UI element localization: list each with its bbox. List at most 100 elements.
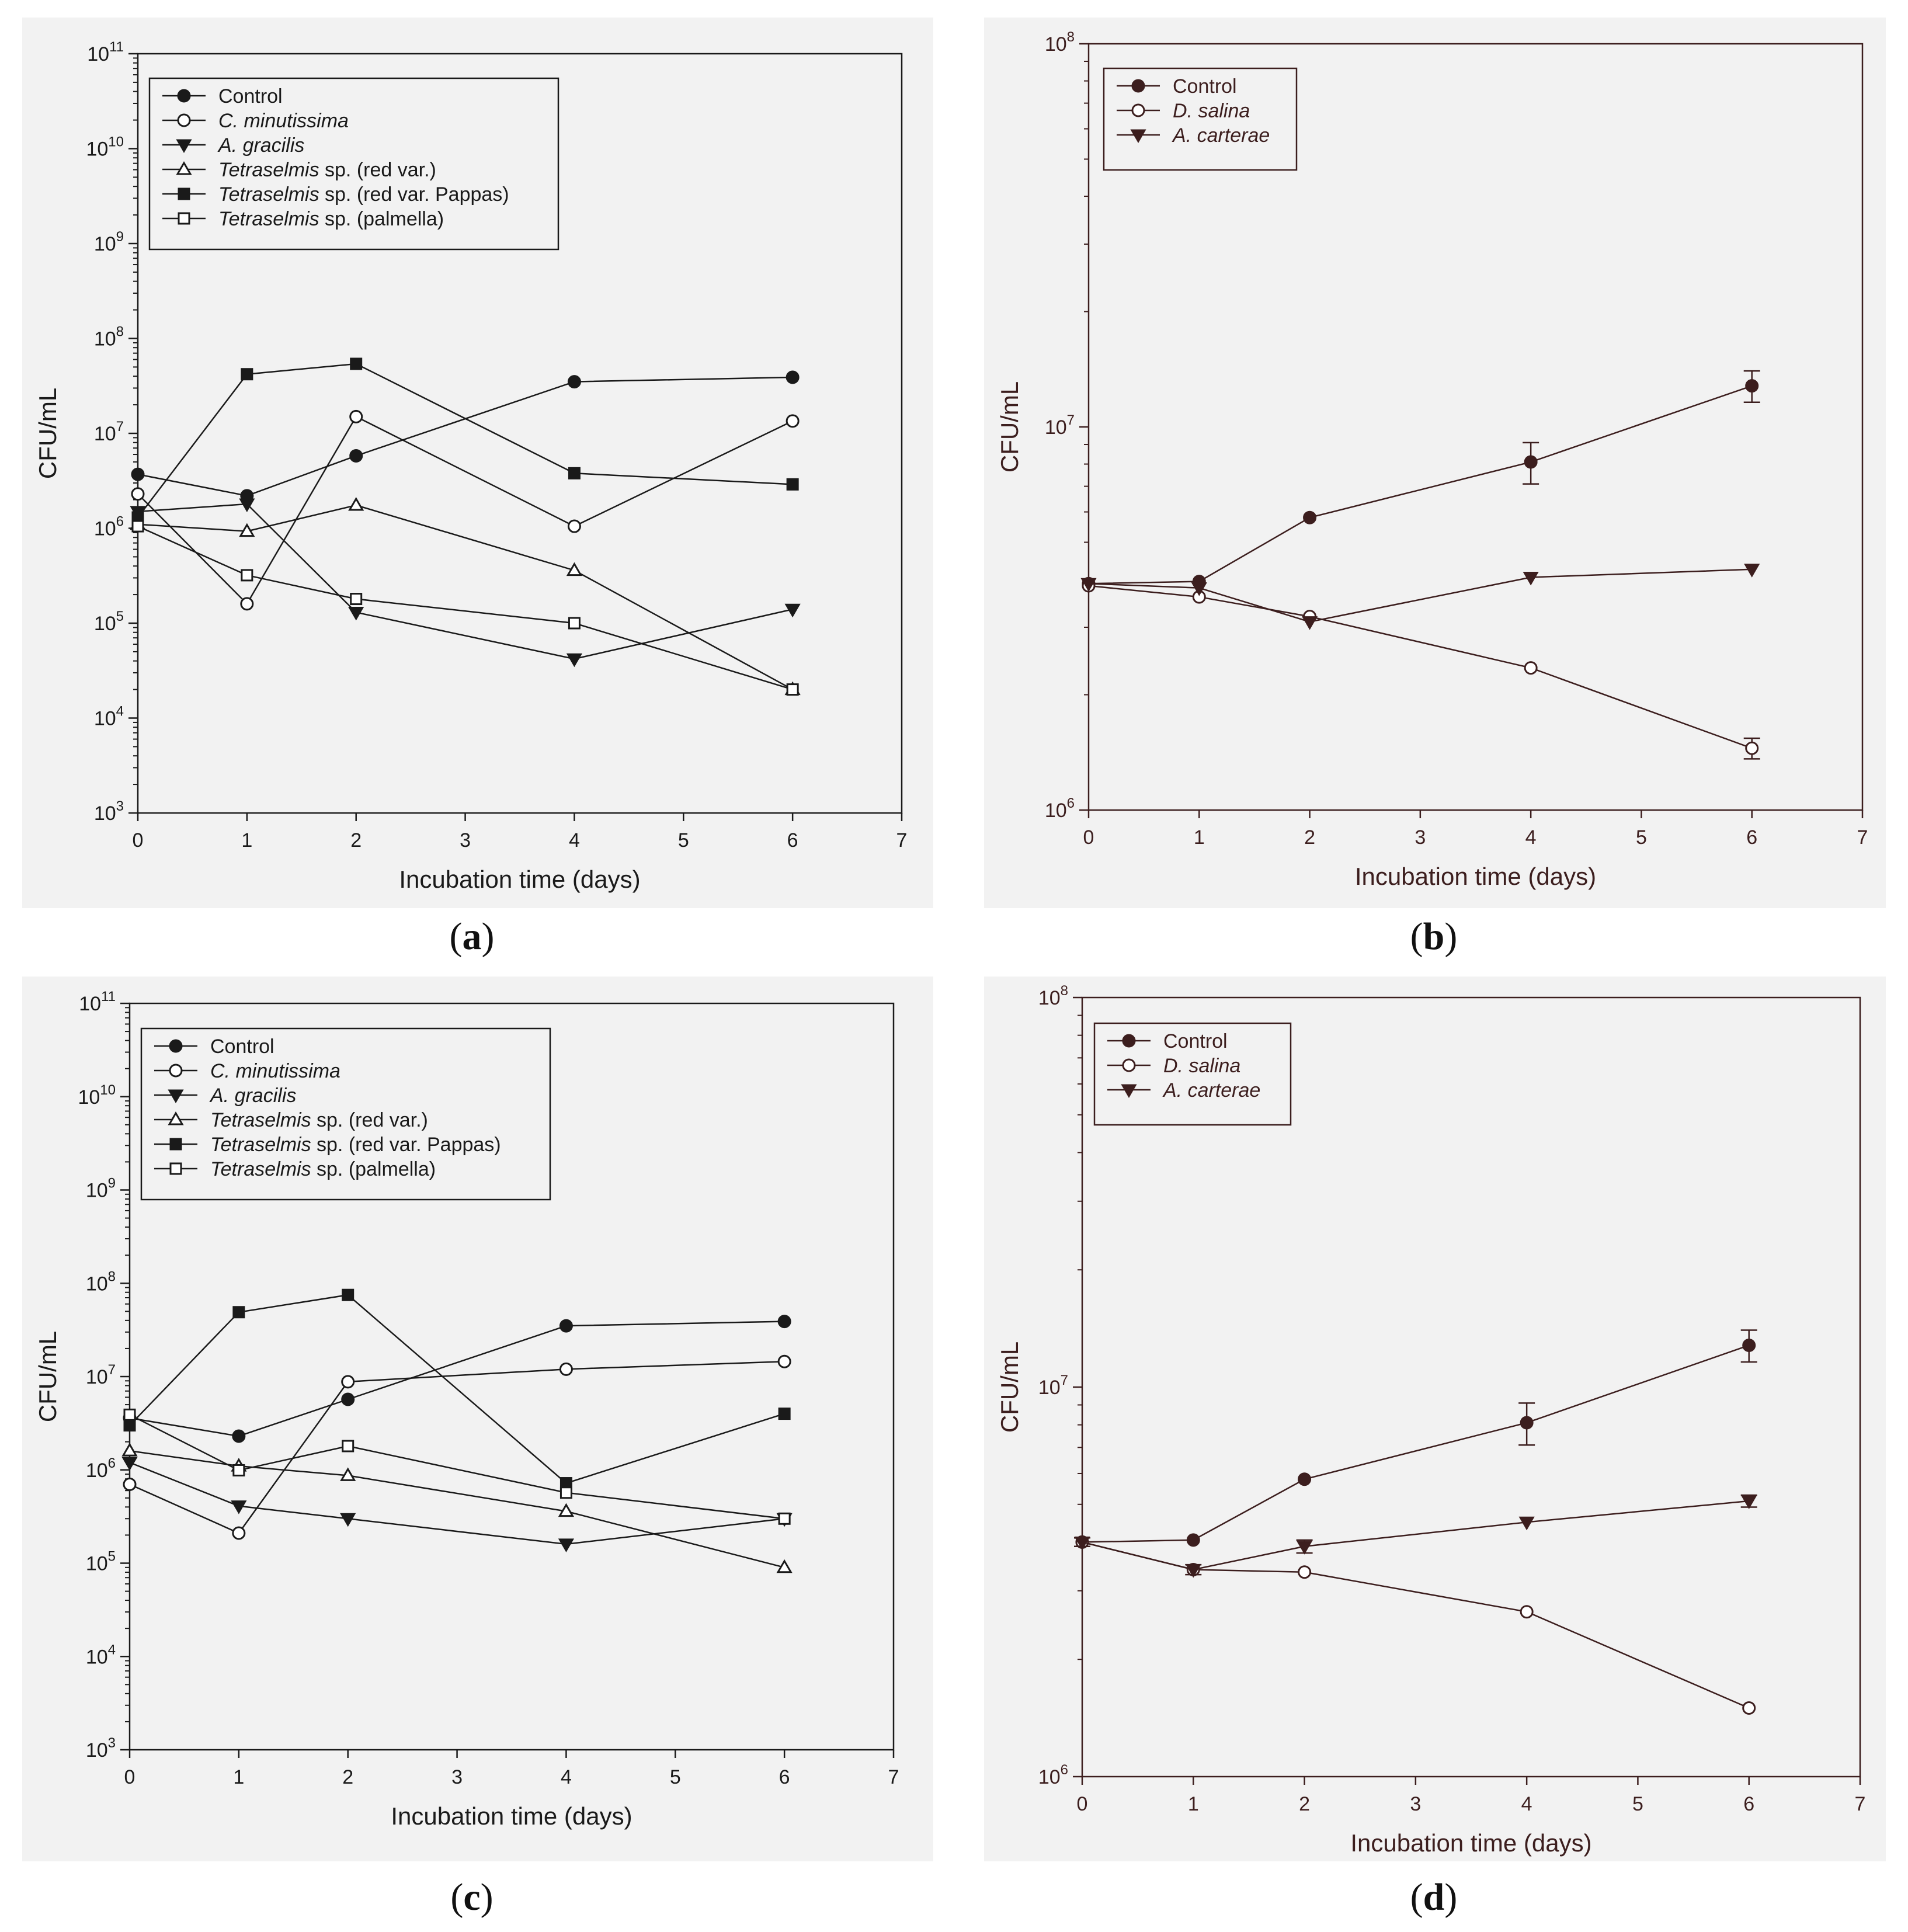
legend-entry: Control — [162, 85, 283, 107]
data-point — [241, 368, 253, 381]
data-point — [566, 653, 583, 668]
legend-entry: Control — [1117, 75, 1237, 98]
data-point — [239, 498, 255, 513]
legend-entry: A. gracilis — [162, 134, 304, 157]
data-point — [1745, 379, 1759, 393]
legend-label: Tetraselmis sp. (palmella) — [210, 1158, 436, 1180]
data-point — [239, 523, 255, 537]
legend-entry: A. carterae — [1117, 124, 1270, 147]
data-point — [348, 606, 364, 621]
y-tick-label: 1011 — [87, 39, 124, 65]
legend-label: Tetraselmis sp. (red var. Pappas) — [218, 183, 509, 206]
data-point — [558, 1503, 575, 1517]
data-point — [1191, 582, 1207, 596]
data-point — [1744, 564, 1760, 578]
series-control — [1075, 1329, 1757, 1549]
data-point — [1518, 1516, 1535, 1531]
y-tick-label: 106 — [1045, 795, 1075, 822]
legend-marker — [178, 187, 190, 200]
y-tick-label: 104 — [86, 1642, 116, 1668]
legend-marker — [177, 89, 191, 103]
panel-label: (c) — [450, 1876, 493, 1919]
x-tick-label: 2 — [1304, 826, 1315, 849]
x-tick-label: 6 — [787, 829, 798, 852]
legend-marker — [169, 1039, 183, 1053]
legend-entry: Control — [154, 1036, 274, 1058]
legend-marker — [176, 139, 192, 153]
data-point — [1741, 1495, 1757, 1510]
data-point — [1742, 1338, 1756, 1352]
data-point — [1524, 455, 1538, 469]
data-point — [567, 375, 581, 389]
legend-entry: D. salina — [1107, 1055, 1240, 1077]
data-point — [348, 497, 364, 511]
data-point — [1074, 1536, 1090, 1551]
x-tick-label: 1 — [241, 829, 252, 852]
data-point — [786, 370, 800, 384]
y-tick-label: 106 — [1038, 1762, 1068, 1788]
data-point — [1523, 572, 1539, 586]
x-tick-label: 3 — [451, 1766, 463, 1788]
legend-label: A. gracilis — [209, 1085, 296, 1107]
x-tick-label: 4 — [569, 829, 580, 852]
y-tick-label: 109 — [86, 1176, 116, 1202]
y-tick-label: 105 — [86, 1549, 116, 1575]
data-point — [121, 1457, 138, 1471]
data-point — [777, 1354, 791, 1368]
legend-entry: D. salina — [1117, 100, 1250, 122]
legend-label: A. gracilis — [217, 134, 304, 157]
x-tick-label: 0 — [1083, 826, 1094, 849]
data-point — [566, 562, 583, 576]
legend-entry: A. carterae — [1107, 1079, 1260, 1101]
y-tick-label: 104 — [94, 704, 124, 730]
x-tick-label: 2 — [342, 1766, 353, 1788]
legend-label: A. carterae — [1172, 124, 1270, 147]
x-tick-label: 3 — [1415, 826, 1426, 849]
chart-panel-d: 0 1 2 3 4 5 6 7 106 107 108 Incubation time (days) C… — [984, 977, 1886, 1861]
series-c-minutissima — [131, 409, 800, 611]
data-point — [131, 467, 145, 481]
x-tick-label: 6 — [779, 1766, 790, 1788]
chart-panel-c: 0 1 2 3 4 5 6 7 103 104 105 106 107 108 109 1010 1011 Inc… — [22, 977, 933, 1861]
legend-marker — [1131, 79, 1145, 93]
y-tick-label: 1010 — [86, 134, 124, 161]
data-point — [568, 617, 581, 630]
legend-marker — [169, 1162, 182, 1175]
x-tick-label: 1 — [233, 1766, 244, 1788]
legend-label: Tetraselmis sp. (red var.) — [218, 159, 436, 181]
legend-label: Control — [1173, 75, 1237, 98]
x-tick-label: 2 — [1299, 1793, 1310, 1815]
panel-label: (d) — [1410, 1876, 1458, 1919]
y-tick-label: 108 — [86, 1269, 116, 1295]
data-point — [559, 1319, 573, 1333]
data-point — [1745, 741, 1759, 755]
chart-panel-b: 0 1 2 3 4 5 6 7 106 107 108 Incubation time (days) C… — [984, 18, 1886, 908]
legend-label: Tetraselmis sp. (palmella) — [218, 208, 444, 230]
series-tetraselmis-sp-red-var-pappas- — [131, 357, 799, 524]
data-point — [123, 1477, 137, 1491]
data-point — [123, 1419, 136, 1432]
data-point — [568, 467, 581, 479]
y-tick-label: 1010 — [78, 1082, 116, 1109]
data-point — [559, 1486, 572, 1499]
data-point — [1742, 1701, 1756, 1715]
legend-entry: Tetraselmis sp. (palmella) — [162, 208, 444, 230]
y-axis-label: CFU/mL — [996, 381, 1023, 472]
data-point — [784, 603, 801, 618]
y-tick-label: 108 — [1045, 29, 1075, 55]
x-tick-label: 4 — [1525, 826, 1537, 849]
y-tick-label: 106 — [86, 1455, 116, 1482]
data-point — [1520, 1416, 1534, 1430]
data-point — [559, 1362, 573, 1376]
legend-entry: A. gracilis — [154, 1085, 296, 1107]
x-tick-label: 5 — [1636, 826, 1647, 849]
data-point — [1296, 1541, 1313, 1555]
data-point — [558, 1538, 575, 1552]
data-point — [1524, 661, 1538, 675]
legend-marker — [1121, 1084, 1137, 1098]
